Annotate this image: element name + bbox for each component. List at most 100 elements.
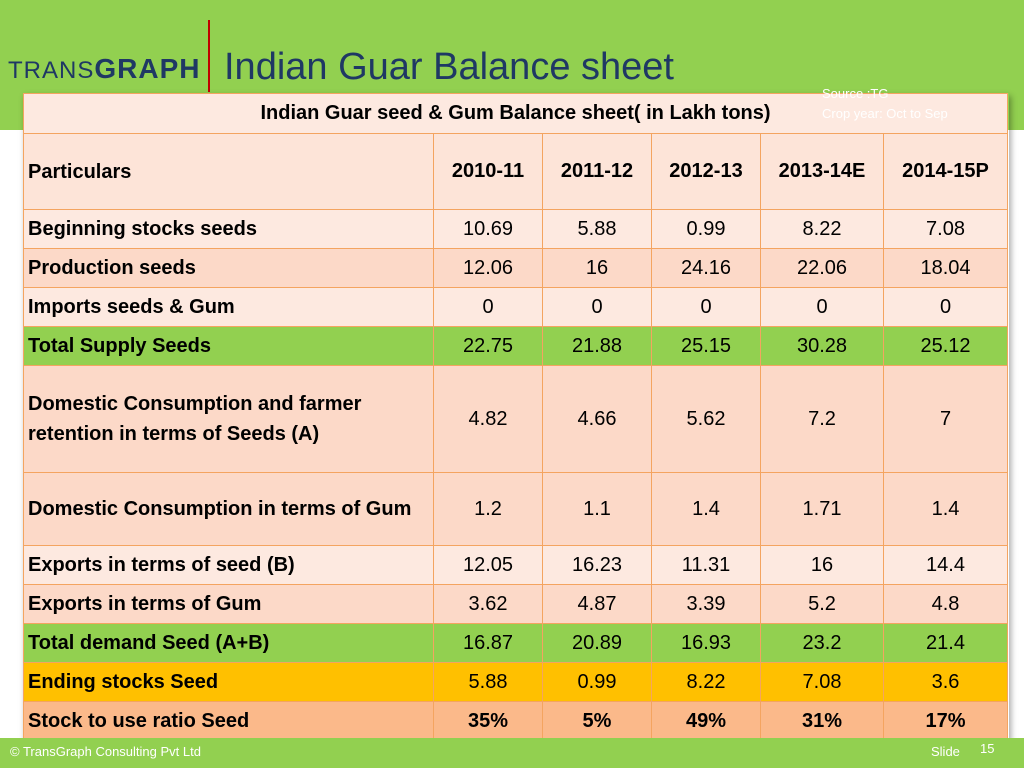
logo-divider [208, 20, 210, 92]
footer-bar [0, 738, 1024, 768]
row-value-cell: 21.88 [542, 326, 652, 366]
row-label: Domestic Consumption and farmer retentio… [23, 365, 434, 473]
row-value-cell: 49% [651, 701, 761, 741]
slide-number: 15 [980, 741, 995, 756]
row-value-cell: 0 [760, 287, 884, 327]
row-value-cell: 0 [882, 287, 1009, 327]
row-value-cell: 5% [542, 701, 652, 741]
source-note: Source :TG Crop year: Oct to Sep [822, 84, 948, 124]
header-cell-year: 2011-12 [542, 133, 652, 210]
row-value-cell: 0.99 [542, 662, 652, 702]
logo-text-graph: GRAPH [94, 53, 201, 84]
row-label: Ending stocks Seed [23, 662, 434, 702]
row-value-cell: 4.66 [542, 365, 652, 473]
copyright-text: © TransGraph Consulting Pvt Ltd [10, 744, 201, 759]
row-value-cell: 16 [542, 248, 652, 288]
row-value-cell: 5.88 [433, 662, 543, 702]
header-cell-year: 2012-13 [651, 133, 761, 210]
transgraph-logo: TRANSGRAPH [8, 53, 200, 85]
row-value-cell: 21.4 [882, 623, 1009, 663]
table-row: Total Supply Seeds 22.75 21.88 25.15 30.28 25… [23, 326, 1009, 366]
slide-label: Slide [931, 744, 960, 759]
row-value-cell: 4.87 [542, 584, 652, 624]
row-value-cell: 14.4 [882, 545, 1009, 585]
row-label: Production seeds [23, 248, 434, 288]
header-cell-year: 2014-15P [882, 133, 1009, 210]
row-value-cell: 16.93 [651, 623, 761, 663]
row-label: Domestic Consumption in terms of Gum [23, 472, 434, 546]
row-value-cell: 3.62 [433, 584, 543, 624]
page-title: Indian Guar Balance sheet [224, 46, 674, 88]
table-row: Production seeds 12.06 16 24.16 22.06 18.04 [23, 248, 1009, 288]
row-value-cell: 16 [760, 545, 884, 585]
table-row: Domestic Consumption and farmer retentio… [23, 365, 1009, 473]
row-value-cell: 31% [760, 701, 884, 741]
table-row: Total demand Seed (A+B) 16.87 20.89 16.93 23… [23, 623, 1009, 663]
row-value-cell: 7.2 [760, 365, 884, 473]
table-row: Stock to use ratio Seed 35% 5% 49% 31% 17% [23, 701, 1009, 741]
row-value-cell: 20.89 [542, 623, 652, 663]
table-row: Exports in terms of Gum 3.62 4.87 3.39 5.2 4.… [23, 584, 1009, 624]
row-label: Imports seeds & Gum [23, 287, 434, 327]
table-row: Ending stocks Seed 5.88 0.99 8.22 7.08 3.6 [23, 662, 1009, 702]
crop-year-line: Crop year: Oct to Sep [822, 106, 948, 121]
row-value-cell: 12.05 [433, 545, 543, 585]
table-row: Domestic Consumption in terms of Gum 1.2 1… [23, 472, 1009, 546]
row-value-cell: 1.4 [651, 472, 761, 546]
source-line: Source :TG [822, 86, 889, 101]
balance-sheet-table-wrap: Indian Guar seed & Gum Balance sheet( in… [22, 93, 1009, 741]
row-value-cell: 4.8 [882, 584, 1009, 624]
header-cell-particulars: Particulars [23, 133, 434, 210]
row-value-cell: 25.12 [882, 326, 1009, 366]
row-value-cell: 1.1 [542, 472, 652, 546]
row-value-cell: 8.22 [760, 209, 884, 249]
row-value-cell: 1.71 [760, 472, 884, 546]
header-cell-year: 2010-11 [433, 133, 543, 210]
row-label: Beginning stocks seeds [23, 209, 434, 249]
table-caption: Indian Guar seed & Gum Balance sheet( in… [22, 93, 1009, 134]
row-value-cell: 3.39 [651, 584, 761, 624]
row-value-cell: 0 [542, 287, 652, 327]
row-value-cell: 3.6 [882, 662, 1009, 702]
table-row: Imports seeds & Gum 0 0 0 0 0 [23, 287, 1009, 327]
row-value-cell: 11.31 [651, 545, 761, 585]
row-value-cell: 0.99 [651, 209, 761, 249]
table-row: Exports in terms of seed (B) 12.05 16.23 11… [23, 545, 1009, 585]
row-label: Total demand Seed (A+B) [23, 623, 434, 663]
row-value-cell: 35% [433, 701, 543, 741]
row-value-cell: 10.69 [433, 209, 543, 249]
row-value-cell: 1.2 [433, 472, 543, 546]
row-value-cell: 17% [882, 701, 1009, 741]
row-value-cell: 0 [433, 287, 543, 327]
table-header-row: Particulars 2010-11 2011-12 2012-13 2013… [23, 133, 1009, 210]
row-value-cell: 0 [651, 287, 761, 327]
balance-sheet-table: Indian Guar seed & Gum Balance sheet( in… [22, 93, 1009, 741]
row-value-cell: 18.04 [882, 248, 1009, 288]
row-value-cell: 7.08 [882, 209, 1009, 249]
row-value-cell: 25.15 [651, 326, 761, 366]
row-value-cell: 12.06 [433, 248, 543, 288]
row-value-cell: 8.22 [651, 662, 761, 702]
row-label: Stock to use ratio Seed [23, 701, 434, 741]
row-value-cell: 5.88 [542, 209, 652, 249]
row-label: Exports in terms of Gum [23, 584, 434, 624]
row-value-cell: 22.75 [433, 326, 543, 366]
row-value-cell: 16.87 [433, 623, 543, 663]
row-label: Exports in terms of seed (B) [23, 545, 434, 585]
logo-text-trans: TRANS [8, 57, 95, 84]
row-value-cell: 7 [882, 365, 1009, 473]
table-row: Beginning stocks seeds 10.69 5.88 0.99 8.22 7… [23, 209, 1009, 249]
row-value-cell: 24.16 [651, 248, 761, 288]
row-value-cell: 23.2 [760, 623, 884, 663]
row-value-cell: 22.06 [760, 248, 884, 288]
row-value-cell: 1.4 [882, 472, 1009, 546]
row-value-cell: 5.2 [760, 584, 884, 624]
row-value-cell: 16.23 [542, 545, 652, 585]
row-label: Total Supply Seeds [23, 326, 434, 366]
row-value-cell: 4.82 [433, 365, 543, 473]
row-value-cell: 5.62 [651, 365, 761, 473]
row-value-cell: 30.28 [760, 326, 884, 366]
row-value-cell: 7.08 [760, 662, 884, 702]
table-caption-row: Indian Guar seed & Gum Balance sheet( in… [22, 93, 1009, 134]
header-cell-year: 2013-14E [760, 133, 884, 210]
